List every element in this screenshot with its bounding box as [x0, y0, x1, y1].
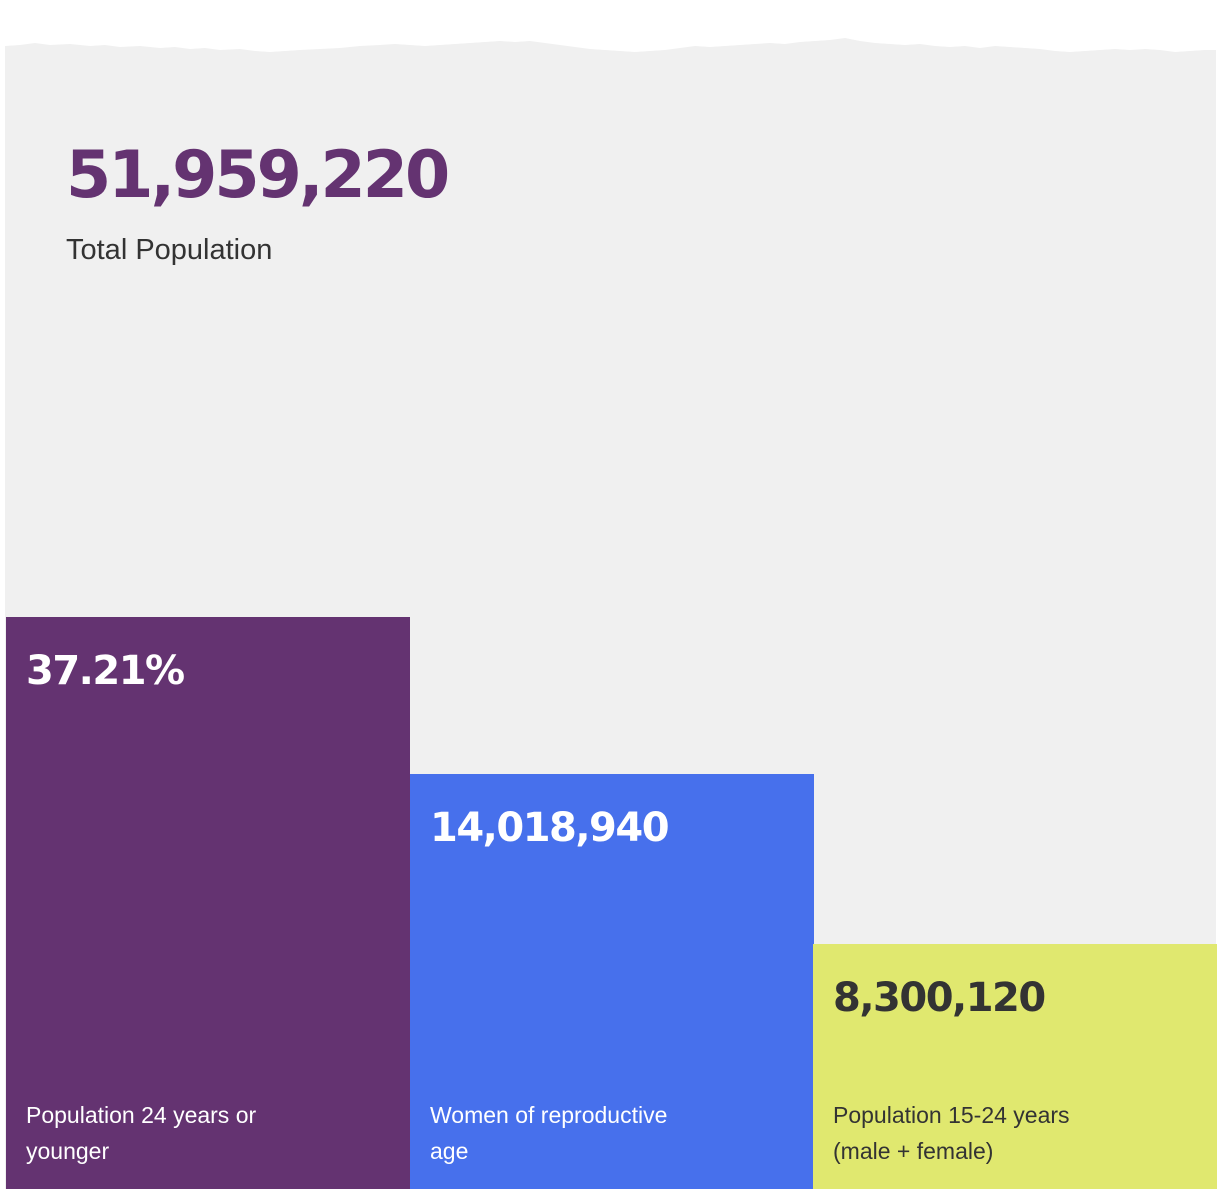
bar-category-label: Population 15-24 years (male + female)	[833, 1102, 1070, 1164]
bar-value-label: 37.21%	[26, 648, 185, 694]
bar-population-15-24: 8,300,120 Population 15-24 years (male +…	[813, 944, 1217, 1189]
bar-population-24-or-younger: 37.21% Population 24 years or younger	[6, 617, 410, 1189]
bar-category-label: Women of reproductive age	[430, 1102, 668, 1164]
total-population-label: Total Population	[66, 234, 273, 266]
bar-value-label: 14,018,940	[430, 805, 670, 851]
bar-value-label: 8,300,120	[833, 975, 1046, 1021]
bar-women-reproductive-age: 14,018,940 Women of reproductive age	[410, 774, 814, 1189]
total-population-value: 51,959,220	[66, 138, 450, 213]
total-population-block: 51,959,220 Total Population	[66, 136, 450, 268]
bar-category-label: Population 24 years or younger	[26, 1102, 257, 1164]
